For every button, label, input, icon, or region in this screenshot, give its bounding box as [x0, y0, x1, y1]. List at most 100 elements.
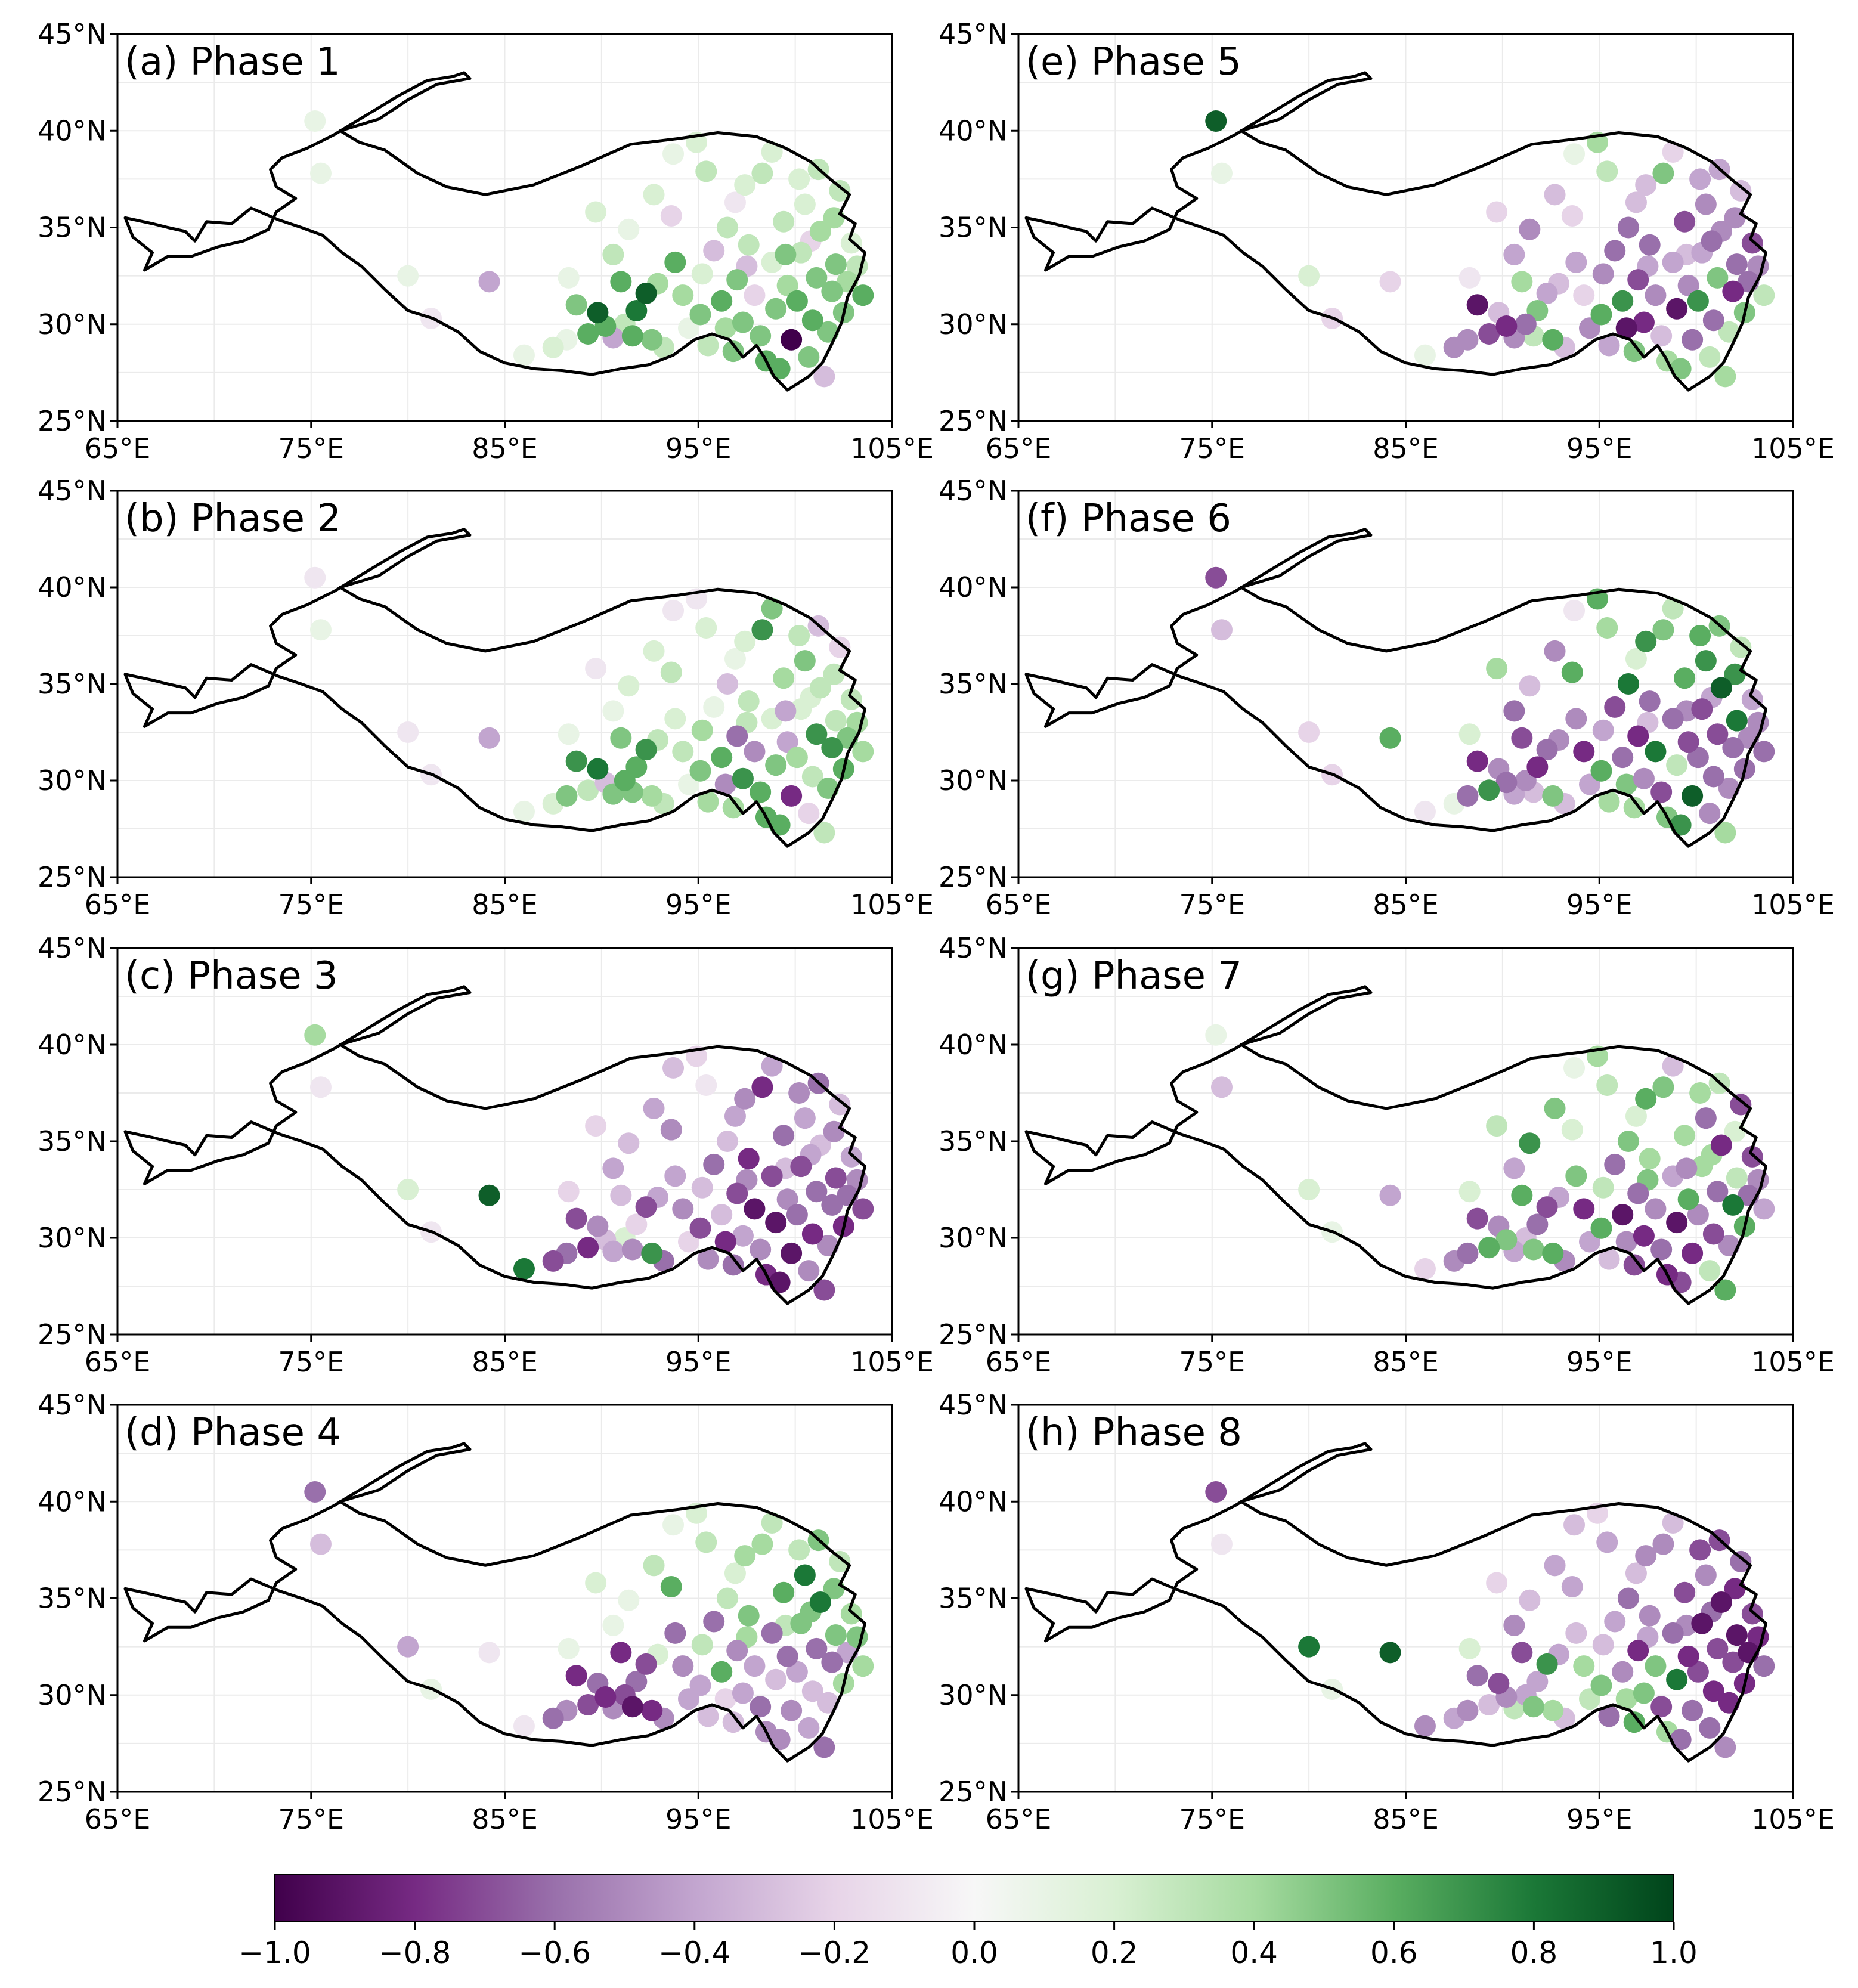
station-point [1691, 698, 1713, 720]
y-tick-label: 40°N [939, 571, 1008, 603]
station-point [1466, 750, 1488, 772]
station-point [1503, 243, 1525, 265]
station-point [1210, 1533, 1233, 1555]
station-point [602, 243, 624, 265]
station-point [641, 1242, 663, 1264]
station-point [660, 205, 682, 227]
station-point [801, 1680, 823, 1702]
station-point [788, 168, 810, 190]
colorbar-tick-label: 0.8 [1510, 1936, 1558, 1970]
station-point [672, 741, 694, 763]
station-point [1503, 1157, 1525, 1179]
x-tick-label: 95°E [1566, 432, 1633, 465]
x-tick-label: 65°E [986, 1346, 1052, 1378]
station-point [558, 267, 580, 289]
panel-title: (b) Phase 2 [125, 497, 341, 541]
station-point [635, 1653, 657, 1675]
station-point [397, 1179, 419, 1200]
station-point [1598, 1705, 1620, 1727]
station-point [1699, 1717, 1721, 1739]
station-point [664, 251, 686, 273]
station-point [660, 661, 682, 683]
station-point [788, 1082, 810, 1104]
station-point [1536, 282, 1558, 304]
station-point [1592, 1176, 1614, 1199]
station-point [825, 1167, 847, 1189]
station-point [1691, 1612, 1713, 1634]
graticule [1018, 948, 1793, 1334]
station-point [1596, 1074, 1618, 1097]
colorbar-tick-label: 0.2 [1091, 1936, 1138, 1970]
y-tick-label: 35°N [939, 1583, 1008, 1615]
station-point [1596, 160, 1618, 182]
station-point [1714, 822, 1736, 844]
station-point [662, 599, 685, 621]
station-point [1573, 741, 1595, 763]
station-point [1625, 191, 1647, 213]
station-point [714, 1231, 736, 1253]
y-tick-label: 30°N [38, 1222, 107, 1254]
station-point [750, 781, 772, 803]
y-tick-label: 45°N [38, 1389, 107, 1421]
station-point [1753, 284, 1775, 306]
station-point [1714, 366, 1736, 388]
station-point [697, 335, 719, 357]
station-point [798, 1717, 820, 1739]
station-point [1466, 1207, 1488, 1230]
y-tick-label: 30°N [939, 308, 1008, 340]
station-point [1689, 1539, 1711, 1561]
y-tick-label: 30°N [38, 1679, 107, 1711]
station-point [1495, 315, 1518, 337]
station-point [1662, 708, 1684, 730]
panel-title: (e) Phase 5 [1026, 40, 1241, 84]
station-point [1682, 785, 1704, 807]
y-tick-label: 25°N [939, 861, 1008, 893]
station-point [1666, 1668, 1688, 1690]
station-point [765, 298, 787, 320]
station-point [1718, 1692, 1740, 1714]
station-point [695, 160, 717, 182]
station-point [1639, 1605, 1661, 1627]
station-point [1645, 1655, 1667, 1677]
station-point [1457, 329, 1479, 351]
station-point [1726, 710, 1748, 732]
station-point [726, 1640, 748, 1662]
station-point [1615, 317, 1637, 339]
station-point [794, 1564, 816, 1586]
station-point [309, 162, 332, 184]
station-point [641, 1699, 663, 1721]
y-tick-label: 45°N [939, 932, 1008, 964]
station-point [309, 1533, 332, 1555]
map-panel: 65°E 75°E 85°E 95°E 105°E 45°N 40°N 35°N 30°N 25°… [38, 932, 934, 1378]
y-tick-label: 35°N [38, 212, 107, 244]
station-point [703, 696, 725, 718]
y-tick-label: 30°N [939, 1679, 1008, 1711]
station-point [1674, 1125, 1696, 1147]
station-point [602, 1240, 624, 1262]
station-point [794, 1107, 816, 1129]
station-point [724, 1105, 746, 1127]
station-point [1379, 1184, 1401, 1206]
x-tick-label: 85°E [1373, 1346, 1439, 1378]
station-point [542, 1250, 564, 1272]
colorbar: −1.0 −0.8 −0.6 −0.4 −0.2 0.0 0.2 0.4 0.6 0.8 1.0 [239, 1874, 1698, 1970]
station-point [1511, 271, 1533, 293]
station-point [801, 1223, 823, 1245]
panel-title: (d) Phase 4 [125, 1411, 341, 1455]
y-tick-label: 30°N [939, 1222, 1008, 1254]
station-point [852, 1655, 874, 1677]
station-point [625, 756, 648, 778]
station-point [1495, 1229, 1518, 1251]
station-point [1612, 747, 1634, 769]
station-point [761, 597, 783, 620]
station-point [1627, 1182, 1649, 1204]
station-point [1741, 1603, 1763, 1625]
station-point [786, 1661, 808, 1683]
station-point [817, 777, 839, 799]
station-point [1205, 1024, 1227, 1046]
station-point [714, 773, 736, 795]
station-point [781, 1699, 803, 1721]
station-point [1544, 640, 1566, 662]
colorbar-tick-label: −1.0 [239, 1936, 311, 1970]
station-point [672, 1655, 694, 1677]
